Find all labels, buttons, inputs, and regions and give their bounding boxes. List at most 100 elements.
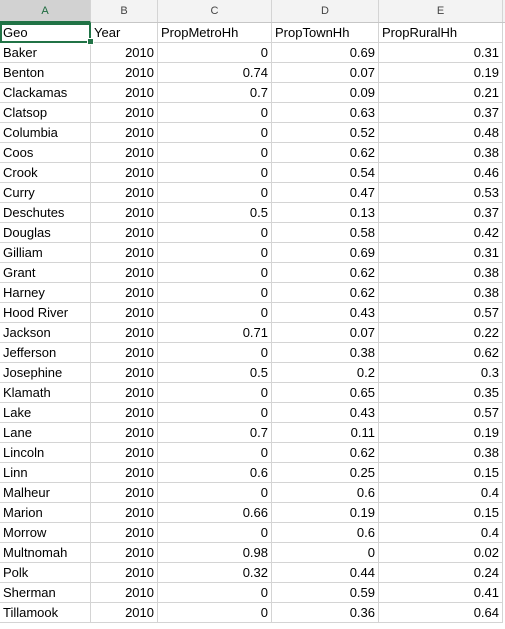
cell-d4[interactable]: 0.09 [272,83,379,103]
cell-b17[interactable]: 2010 [91,343,158,363]
cell-b19[interactable]: 2010 [91,383,158,403]
cell-e10[interactable]: 0.37 [379,203,503,223]
cell-b21[interactable]: 2010 [91,423,158,443]
cell-d1[interactable]: PropTownHh [272,23,379,43]
cell-c13[interactable]: 0 [158,263,272,283]
cell-e23[interactable]: 0.15 [379,463,503,483]
cell-b8[interactable]: 2010 [91,163,158,183]
cell-b26[interactable]: 2010 [91,523,158,543]
cell-c28[interactable]: 0.32 [158,563,272,583]
cell-e4[interactable]: 0.21 [379,83,503,103]
cell-a8[interactable]: Crook [0,163,91,183]
cell-a10[interactable]: Deschutes [0,203,91,223]
cell-a27[interactable]: Multnomah [0,543,91,563]
cell-c15[interactable]: 0 [158,303,272,323]
cell-b1[interactable]: Year [91,23,158,43]
cell-e20[interactable]: 0.57 [379,403,503,423]
cell-c9[interactable]: 0 [158,183,272,203]
cell-c29[interactable]: 0 [158,583,272,603]
cell-b3[interactable]: 2010 [91,63,158,83]
cell-e1[interactable]: PropRuralHh [379,23,503,43]
cell-d3[interactable]: 0.07 [272,63,379,83]
cell-c12[interactable]: 0 [158,243,272,263]
cell-e26[interactable]: 0.4 [379,523,503,543]
cell-d19[interactable]: 0.65 [272,383,379,403]
cell-a13[interactable]: Grant [0,263,91,283]
cell-b14[interactable]: 2010 [91,283,158,303]
cell-b13[interactable]: 2010 [91,263,158,283]
cell-b24[interactable]: 2010 [91,483,158,503]
cell-a23[interactable]: Linn [0,463,91,483]
cell-a28[interactable]: Polk [0,563,91,583]
column-header-d[interactable]: D [272,0,379,22]
cell-d5[interactable]: 0.63 [272,103,379,123]
cell-a29[interactable]: Sherman [0,583,91,603]
cell-b10[interactable]: 2010 [91,203,158,223]
cell-d15[interactable]: 0.43 [272,303,379,323]
cell-e22[interactable]: 0.38 [379,443,503,463]
cell-c2[interactable]: 0 [158,43,272,63]
cell-e5[interactable]: 0.37 [379,103,503,123]
cell-e7[interactable]: 0.38 [379,143,503,163]
cell-a16[interactable]: Jackson [0,323,91,343]
cell-b7[interactable]: 2010 [91,143,158,163]
cell-d9[interactable]: 0.47 [272,183,379,203]
cell-a22[interactable]: Lincoln [0,443,91,463]
cell-c1[interactable]: PropMetroHh [158,23,272,43]
cell-d25[interactable]: 0.19 [272,503,379,523]
cell-c26[interactable]: 0 [158,523,272,543]
cell-b4[interactable]: 2010 [91,83,158,103]
cell-c18[interactable]: 0.5 [158,363,272,383]
cell-c25[interactable]: 0.66 [158,503,272,523]
cell-c14[interactable]: 0 [158,283,272,303]
cell-a15[interactable]: Hood River [0,303,91,323]
cell-c11[interactable]: 0 [158,223,272,243]
fill-handle[interactable] [87,38,94,45]
cell-a30[interactable]: Tillamook [0,603,91,623]
cell-e21[interactable]: 0.19 [379,423,503,443]
cell-e6[interactable]: 0.48 [379,123,503,143]
cell-e18[interactable]: 0.3 [379,363,503,383]
cell-a24[interactable]: Malheur [0,483,91,503]
cell-c4[interactable]: 0.7 [158,83,272,103]
cell-d13[interactable]: 0.62 [272,263,379,283]
cell-b28[interactable]: 2010 [91,563,158,583]
cell-d2[interactable]: 0.69 [272,43,379,63]
cell-a5[interactable]: Clatsop [0,103,91,123]
cell-a11[interactable]: Douglas [0,223,91,243]
cell-e28[interactable]: 0.24 [379,563,503,583]
cell-c7[interactable]: 0 [158,143,272,163]
cell-a18[interactable]: Josephine [0,363,91,383]
cell-e15[interactable]: 0.57 [379,303,503,323]
cell-d18[interactable]: 0.2 [272,363,379,383]
column-header-b[interactable]: B [91,0,158,22]
cell-c16[interactable]: 0.71 [158,323,272,343]
cell-d22[interactable]: 0.62 [272,443,379,463]
cell-a2[interactable]: Baker [0,43,91,63]
cell-e16[interactable]: 0.22 [379,323,503,343]
cell-d28[interactable]: 0.44 [272,563,379,583]
cell-d23[interactable]: 0.25 [272,463,379,483]
cell-b22[interactable]: 2010 [91,443,158,463]
cell-e17[interactable]: 0.62 [379,343,503,363]
cell-b2[interactable]: 2010 [91,43,158,63]
cell-e19[interactable]: 0.35 [379,383,503,403]
cell-c17[interactable]: 0 [158,343,272,363]
cell-b27[interactable]: 2010 [91,543,158,563]
cell-a26[interactable]: Morrow [0,523,91,543]
cell-b12[interactable]: 2010 [91,243,158,263]
cell-a9[interactable]: Curry [0,183,91,203]
cell-d27[interactable]: 0 [272,543,379,563]
cell-d12[interactable]: 0.69 [272,243,379,263]
cell-a14[interactable]: Harney [0,283,91,303]
cell-b25[interactable]: 2010 [91,503,158,523]
cell-d20[interactable]: 0.43 [272,403,379,423]
cell-a25[interactable]: Marion [0,503,91,523]
cell-d30[interactable]: 0.36 [272,603,379,623]
cell-e9[interactable]: 0.53 [379,183,503,203]
cell-a4[interactable]: Clackamas [0,83,91,103]
cell-a21[interactable]: Lane [0,423,91,443]
cell-c8[interactable]: 0 [158,163,272,183]
cell-e29[interactable]: 0.41 [379,583,503,603]
cell-b16[interactable]: 2010 [91,323,158,343]
